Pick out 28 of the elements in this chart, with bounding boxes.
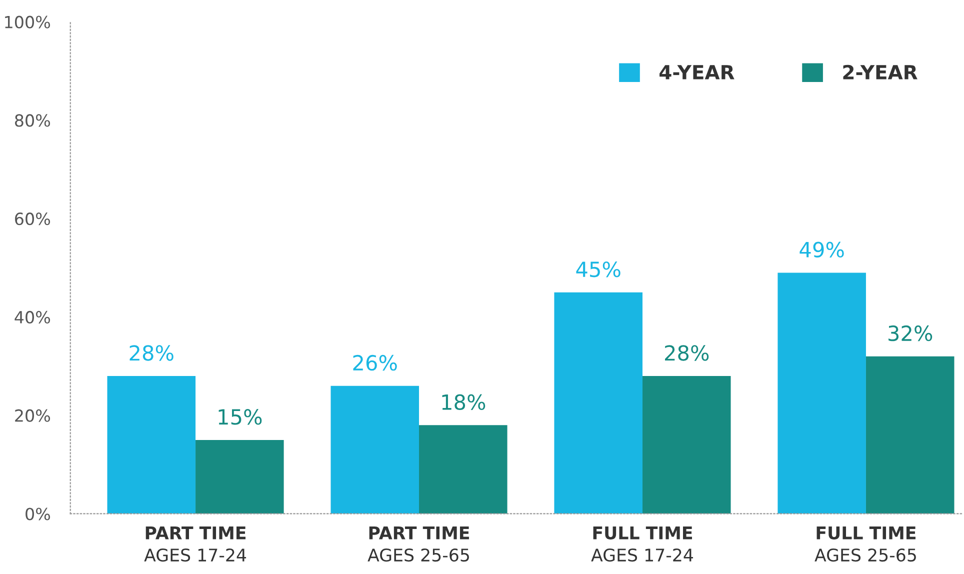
y-tick-label: 40% (14, 310, 50, 324)
data-label: 15% (218, 409, 262, 425)
data-label: 28% (130, 345, 174, 361)
data-label: 28% (665, 345, 709, 361)
x-tick-label: PART TIME AGES 25-65 (368, 526, 469, 562)
y-tick-label: 80% (15, 114, 50, 127)
data-label: 45% (576, 261, 620, 278)
y-tick-label: 0% (26, 508, 50, 520)
bar (554, 292, 642, 514)
bar (196, 440, 284, 514)
data-label: 32% (888, 325, 932, 342)
bar (866, 356, 954, 514)
y-tick-label: 20% (15, 409, 50, 422)
data-label: 26% (353, 354, 397, 371)
bar (107, 376, 196, 514)
data-label: 49% (800, 242, 844, 258)
y-tick-label: 60% (15, 212, 50, 226)
bar (778, 272, 866, 514)
y-tick-label: 100% (5, 16, 50, 28)
legend-label: 4-YEAR (660, 65, 734, 80)
x-tick-label: FULL TIME AGES 25-65 (814, 526, 916, 562)
data-label: 18% (442, 394, 486, 410)
bar (330, 386, 420, 514)
bar (642, 376, 731, 514)
x-tick-label: FULL TIME AGES 17-24 (591, 526, 694, 562)
bar (419, 425, 508, 514)
legend-label: 2-YEAR (843, 64, 918, 80)
x-tick-label: PART TIME AGES 17-24 (144, 526, 246, 562)
